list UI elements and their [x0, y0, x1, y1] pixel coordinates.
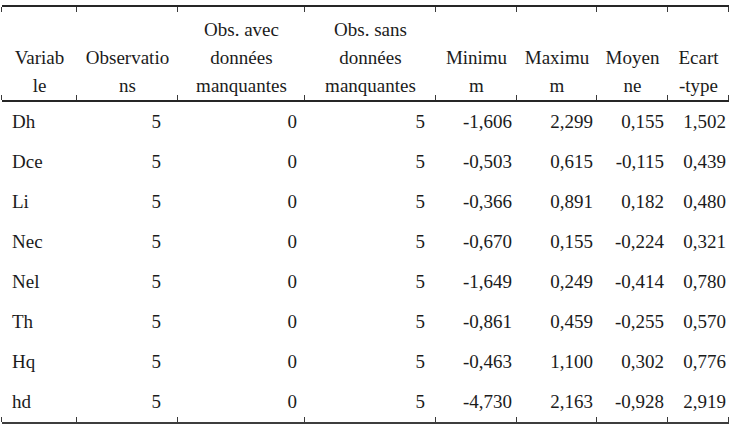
- column-header-obs-sans-donnees-manquantes: Obs. sans données manquantes: [305, 7, 436, 100]
- column-header-label: Variab le: [15, 44, 65, 100]
- cell-obs-avec: 0: [178, 302, 305, 342]
- column-header-minimum: Minimu m: [436, 7, 517, 100]
- cell-observations: 5: [77, 302, 178, 342]
- cell-ecart-type: 0,321: [668, 222, 729, 262]
- cell-ecart-type: 2,919: [668, 382, 729, 422]
- cell-variable: Nel: [2, 262, 77, 302]
- cell-moyenne: -0,115: [597, 142, 668, 182]
- statistics-table: Variab le Observatio ns Obs. avec donnée…: [2, 5, 729, 424]
- column-header-obs-avec-donnees-manquantes: Obs. avec données manquantes: [178, 7, 305, 100]
- column-header-ecart-type: Ecart -type: [668, 7, 729, 100]
- cell-moyenne: 0,302: [597, 342, 668, 382]
- column-header-variable: Variab le: [2, 7, 77, 100]
- column-header-maximum: Maximu m: [517, 7, 597, 100]
- table-row: Nec 5 0 5 -0,670 0,155 -0,224 0,321: [2, 222, 729, 262]
- table-header-row: Variab le Observatio ns Obs. avec donnée…: [2, 7, 729, 102]
- column-header-label: Minimu m: [446, 44, 507, 100]
- cell-moyenne: 0,155: [597, 102, 668, 142]
- cell-observations: 5: [77, 262, 178, 302]
- cell-maximum: 1,100: [517, 342, 597, 382]
- table-row: Li 5 0 5 -0,366 0,891 0,182 0,480: [2, 182, 729, 222]
- cell-ecart-type: 0,570: [668, 302, 729, 342]
- cell-observations: 5: [77, 102, 178, 142]
- column-header-label: Moyen ne: [606, 44, 660, 100]
- cell-variable: Hq: [2, 342, 77, 382]
- cell-ecart-type: 1,502: [668, 102, 729, 142]
- cell-observations: 5: [77, 382, 178, 422]
- cell-observations: 5: [77, 342, 178, 382]
- cell-ecart-type: 0,780: [668, 262, 729, 302]
- cell-obs-avec: 0: [178, 342, 305, 382]
- cell-minimum: -0,366: [436, 182, 517, 222]
- table-row: Dce 5 0 5 -0,503 0,615 -0,115 0,439: [2, 142, 729, 182]
- cell-minimum: -1,606: [436, 102, 517, 142]
- cell-ecart-type: 0,439: [668, 142, 729, 182]
- cell-variable: Li: [2, 182, 77, 222]
- cell-obs-avec: 0: [178, 182, 305, 222]
- column-header-label: Obs. avec données manquantes: [196, 16, 287, 100]
- cell-obs-sans: 5: [305, 262, 436, 302]
- cell-minimum: -0,503: [436, 142, 517, 182]
- cell-obs-sans: 5: [305, 342, 436, 382]
- cell-variable: hd: [2, 382, 77, 422]
- cell-obs-sans: 5: [305, 182, 436, 222]
- cell-observations: 5: [77, 182, 178, 222]
- cell-maximum: 2,163: [517, 382, 597, 422]
- cell-observations: 5: [77, 222, 178, 262]
- cell-moyenne: 0,182: [597, 182, 668, 222]
- column-header-observations: Observatio ns: [77, 7, 178, 100]
- cell-obs-sans: 5: [305, 302, 436, 342]
- cell-maximum: 0,459: [517, 302, 597, 342]
- cell-variable: Dce: [2, 142, 77, 182]
- cell-obs-avec: 0: [178, 382, 305, 422]
- cell-moyenne: -0,224: [597, 222, 668, 262]
- table-row: Th 5 0 5 -0,861 0,459 -0,255 0,570: [2, 302, 729, 342]
- column-header-label: Maximu m: [525, 44, 589, 100]
- cell-variable: Dh: [2, 102, 77, 142]
- table-row: Nel 5 0 5 -1,649 0,249 -0,414 0,780: [2, 262, 729, 302]
- cell-observations: 5: [77, 142, 178, 182]
- cell-obs-avec: 0: [178, 262, 305, 302]
- cell-obs-avec: 0: [178, 222, 305, 262]
- column-header-label: Ecart -type: [678, 44, 718, 100]
- cell-moyenne: -0,255: [597, 302, 668, 342]
- cell-obs-avec: 0: [178, 102, 305, 142]
- cell-maximum: 0,891: [517, 182, 597, 222]
- cell-maximum: 0,249: [517, 262, 597, 302]
- cell-ecart-type: 0,480: [668, 182, 729, 222]
- cell-obs-sans: 5: [305, 222, 436, 262]
- cell-obs-sans: 5: [305, 382, 436, 422]
- column-header-label: Observatio ns: [86, 44, 169, 100]
- cell-obs-avec: 0: [178, 142, 305, 182]
- cell-maximum: 2,299: [517, 102, 597, 142]
- table-edge-tick: [728, 95, 729, 100]
- cell-maximum: 0,155: [517, 222, 597, 262]
- cell-minimum: -0,670: [436, 222, 517, 262]
- column-header-label: Obs. sans données manquantes: [325, 16, 416, 100]
- cell-moyenne: -0,928: [597, 382, 668, 422]
- cell-minimum: -0,861: [436, 302, 517, 342]
- table-row: Hq 5 0 5 -0,463 1,100 0,302 0,776: [2, 342, 729, 382]
- cell-variable: Th: [2, 302, 77, 342]
- cell-moyenne: -0,414: [597, 262, 668, 302]
- table-edge-tick: [728, 7, 729, 12]
- cell-minimum: -1,649: [436, 262, 517, 302]
- cell-variable: Nec: [2, 222, 77, 262]
- cell-minimum: -4,730: [436, 382, 517, 422]
- cell-minimum: -0,463: [436, 342, 517, 382]
- table-edge-tick: [728, 417, 729, 422]
- cell-obs-sans: 5: [305, 142, 436, 182]
- column-header-moyenne: Moyen ne: [597, 7, 668, 100]
- table-row: Dh 5 0 5 -1,606 2,299 0,155 1,502: [2, 102, 729, 142]
- table-row: hd 5 0 5 -4,730 2,163 -0,928 2,919: [2, 382, 729, 424]
- cell-ecart-type: 0,776: [668, 342, 729, 382]
- cell-maximum: 0,615: [517, 142, 597, 182]
- cell-obs-sans: 5: [305, 102, 436, 142]
